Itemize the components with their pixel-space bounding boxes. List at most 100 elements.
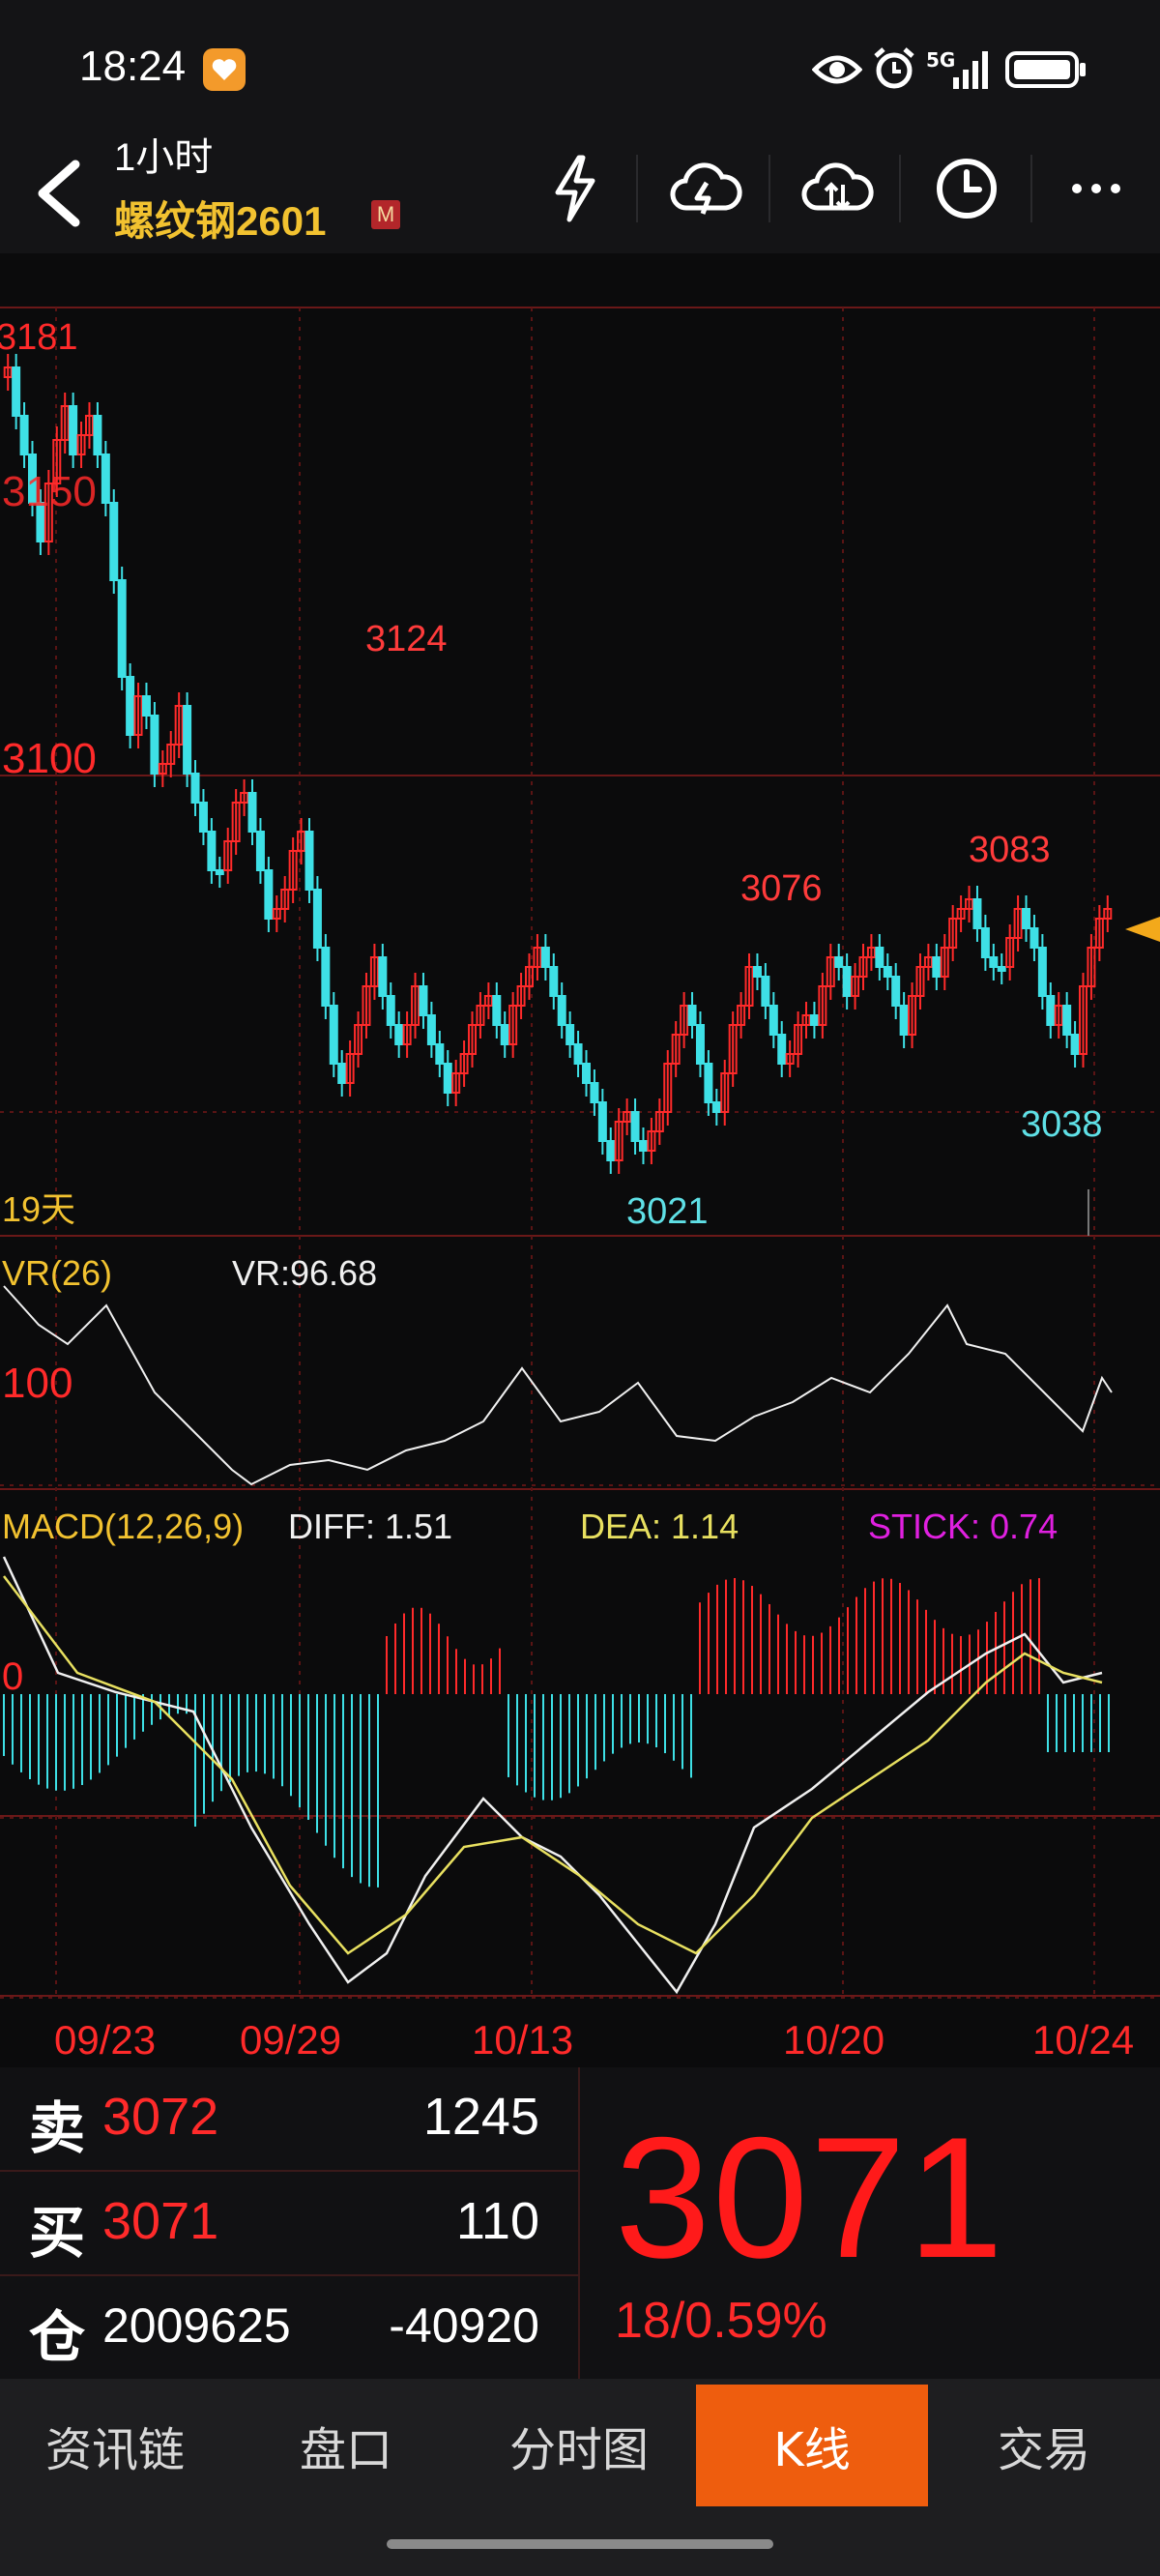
macd-dea-line: [3, 1575, 1103, 1955]
period-label[interactable]: 1小时: [114, 136, 214, 179]
sell-price: 3072: [102, 2088, 219, 2146]
sell-row[interactable]: 卖 3072 1245: [0, 2067, 578, 2172]
candle-body: [174, 705, 184, 746]
candle-body: [647, 1130, 656, 1152]
candle-body: [809, 1014, 819, 1026]
candle-body: [354, 1024, 363, 1055]
high-price-label: 3181: [0, 317, 78, 358]
candle-body: [272, 908, 281, 920]
open-interest-row: 仓 2009625 -40920: [0, 2276, 578, 2379]
tab-trade[interactable]: 交易: [997, 2423, 1090, 2477]
candle-body: [638, 1140, 648, 1152]
candle-body: [158, 763, 167, 775]
lightning-button[interactable]: [536, 145, 614, 232]
candle-body: [150, 715, 160, 775]
candle-body: [508, 1005, 518, 1045]
candle-body: [52, 439, 62, 484]
candle-body: [704, 1063, 713, 1103]
candle-body: [826, 956, 835, 987]
candle-body: [768, 1005, 778, 1036]
oi-key: 仓: [29, 2304, 86, 2370]
more-button[interactable]: [1058, 145, 1135, 232]
clock-button[interactable]: [928, 145, 1005, 232]
macd-dea: DEA: 1.14: [580, 1507, 740, 1546]
buy-row[interactable]: 买 3071 110: [0, 2172, 578, 2276]
candle-body: [36, 502, 45, 542]
candle-body: [932, 956, 942, 978]
macd-zero-label: 0: [2, 1655, 24, 1698]
candle-body: [451, 1072, 461, 1094]
candle-body: [597, 1101, 607, 1142]
instrument-name[interactable]: 螺纹钢2601: [114, 198, 327, 244]
candle-body: [60, 405, 70, 441]
main-contract-badge: M: [371, 200, 400, 229]
candle-body: [468, 1024, 478, 1055]
candle-body: [362, 985, 371, 1026]
candle-body: [312, 889, 322, 949]
home-indicator[interactable]: [387, 2539, 773, 2549]
candle-body: [965, 898, 974, 910]
candle-body: [101, 454, 110, 504]
more-icon: [1072, 184, 1120, 193]
vr-title: VR(26): [2, 1253, 113, 1293]
candle-body: [948, 918, 958, 949]
candle-body: [3, 366, 13, 378]
quote-divider: [578, 2067, 580, 2379]
battery-icon: [1005, 50, 1088, 93]
candle-body: [297, 831, 306, 852]
tab-order-book[interactable]: 盘口: [299, 2423, 392, 2477]
kline-chart-area[interactable]: 3181 3150 3100 3124 3076 3083 3021 3038 …: [0, 253, 1160, 2071]
eye-icon: [811, 50, 863, 93]
candle-body: [566, 1024, 575, 1045]
cloud-lightning-button[interactable]: [667, 145, 744, 232]
candle-body: [549, 966, 559, 997]
quote-panel: 卖 3072 1245 买 3071 110 仓 2009625 -40920: [0, 2067, 1160, 2379]
candle-body: [785, 1053, 795, 1065]
macd-stick: STICK: 0.74: [868, 1507, 1058, 1546]
marker-3076: 3076: [740, 868, 823, 909]
candle-body: [923, 956, 933, 968]
candle-body: [255, 831, 265, 871]
buy-price: 3071: [102, 2192, 219, 2250]
candle-body: [247, 792, 257, 833]
marker-3124: 3124: [365, 619, 448, 659]
x-date-0923: 09/23: [54, 2017, 157, 2063]
candle-body: [183, 705, 192, 775]
last-price: 3071: [615, 2101, 1005, 2294]
candle-body: [443, 1063, 452, 1094]
candle-body: [280, 889, 290, 910]
back-button[interactable]: [29, 155, 87, 232]
candle-body: [908, 995, 917, 1036]
candle-body: [166, 744, 176, 765]
candle-body: [654, 1111, 664, 1132]
buy-key: 买: [29, 2200, 86, 2266]
tab-news-chain[interactable]: 资讯链: [44, 2423, 185, 2477]
sell-volume: 1245: [422, 2088, 539, 2146]
candle-body: [989, 956, 999, 968]
candle-body: [680, 1005, 689, 1036]
sell-key: 卖: [29, 2095, 86, 2161]
candle-body: [19, 415, 29, 455]
candle-body: [126, 676, 135, 736]
candle-body: [695, 1024, 705, 1065]
candle-body: [630, 1111, 640, 1142]
candle-body: [240, 792, 249, 804]
candle-body: [623, 1111, 632, 1123]
y-label-3100: 3100: [2, 735, 97, 782]
candle-body: [737, 1005, 746, 1026]
candle-body: [972, 898, 982, 929]
candle-body: [476, 1005, 485, 1026]
x-date-1024: 10/24: [1032, 2017, 1135, 2063]
candle-body: [744, 966, 754, 1007]
candle-body: [711, 1101, 721, 1113]
cloud-sync-button[interactable]: [798, 145, 876, 232]
candle-body: [663, 1063, 673, 1113]
candle-body: [386, 995, 395, 1026]
candle-body: [761, 976, 770, 1007]
candle-body: [109, 502, 119, 581]
candle-body: [1013, 908, 1023, 939]
y-label-3150: 3150: [2, 468, 97, 515]
chart-svg[interactable]: [0, 253, 1160, 2071]
tab-kline[interactable]: K线: [696, 2385, 928, 2506]
tab-intraday[interactable]: 分时图: [508, 2423, 649, 2477]
